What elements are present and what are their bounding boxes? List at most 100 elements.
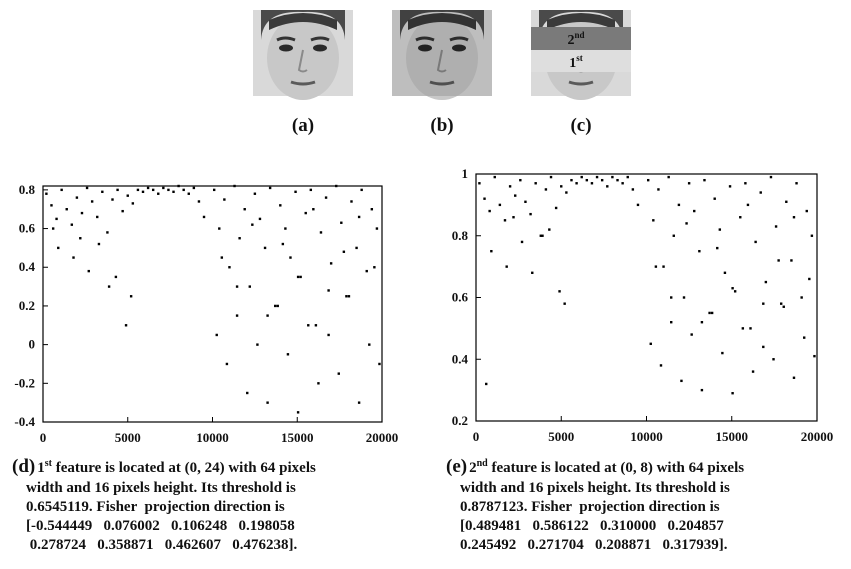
point [238, 237, 241, 240]
point [795, 182, 798, 185]
caption-line: 0.245492 0.271704 0.208871 0.317939]. [460, 537, 728, 553]
point [50, 204, 53, 207]
point [253, 192, 257, 195]
point [266, 314, 269, 317]
point [548, 228, 551, 231]
point [488, 209, 491, 213]
point [531, 271, 534, 274]
point [544, 188, 548, 191]
point [565, 191, 568, 194]
x-tick-label: 0 [473, 429, 480, 444]
caption-line: (e) 2nd feature is located at (0, 8) with… [446, 456, 744, 477]
point [529, 212, 532, 216]
point [731, 392, 734, 395]
point [296, 411, 300, 414]
point [299, 275, 302, 279]
point [246, 391, 249, 395]
point [378, 362, 381, 366]
point [534, 182, 537, 185]
point [800, 296, 803, 299]
point [85, 186, 89, 190]
region-label: 1st [569, 53, 583, 71]
point [365, 269, 368, 273]
point [57, 246, 60, 250]
point [708, 311, 711, 315]
point [72, 256, 75, 259]
y-tick-label: 0.6 [452, 290, 469, 305]
point [304, 211, 307, 215]
point [162, 186, 165, 190]
caption-line: 0.8787123. Fisher projection direction i… [460, 499, 720, 515]
point [360, 188, 363, 192]
point [223, 198, 226, 201]
panel-label: (c) [570, 115, 591, 136]
point [124, 324, 128, 327]
y-tick-label: 0.2 [19, 298, 35, 313]
point [340, 221, 343, 224]
point [121, 209, 124, 213]
point [490, 249, 493, 253]
point [654, 265, 658, 268]
point [324, 196, 328, 199]
point [772, 358, 775, 361]
point [225, 362, 229, 366]
point [749, 327, 752, 330]
point [45, 192, 48, 195]
panel-label: (a) [292, 115, 314, 136]
point [792, 216, 796, 219]
point [723, 271, 727, 274]
x-tick-label: 5000 [548, 429, 574, 444]
point [70, 223, 74, 226]
point [485, 382, 488, 386]
point [713, 197, 716, 200]
point [235, 285, 239, 288]
point [508, 185, 512, 188]
point [197, 200, 201, 203]
caption-sup: nd [477, 458, 489, 469]
point [228, 266, 231, 269]
point [327, 289, 330, 292]
point [101, 190, 104, 194]
point [703, 178, 706, 182]
y-tick-label: 0.8 [452, 228, 469, 243]
point [677, 203, 681, 207]
point [319, 231, 323, 234]
point [296, 275, 300, 279]
point [289, 256, 292, 259]
point [716, 246, 719, 250]
point [251, 223, 254, 226]
point [111, 198, 114, 201]
point [80, 211, 84, 215]
x-tick-label: 0 [40, 430, 47, 445]
point [659, 364, 663, 367]
y-tick-label: 0.6 [19, 221, 36, 236]
point [520, 240, 524, 244]
point [342, 250, 346, 253]
point [560, 185, 563, 188]
point [493, 175, 496, 179]
point [235, 314, 239, 317]
point [739, 216, 742, 219]
point [741, 327, 745, 330]
point [810, 234, 814, 237]
caption-text: 1 [37, 460, 45, 476]
point [690, 333, 693, 336]
region-box [531, 27, 631, 50]
caption-sup: st [45, 458, 53, 469]
point [693, 209, 696, 213]
point [580, 175, 583, 179]
point [317, 382, 320, 385]
point [136, 188, 140, 192]
point [172, 190, 175, 194]
point [698, 249, 701, 253]
point [355, 246, 358, 250]
point [759, 191, 762, 194]
point [718, 228, 722, 231]
point [621, 182, 624, 185]
point [710, 311, 714, 315]
point [167, 188, 170, 192]
point [157, 192, 160, 195]
caption-line: [-0.544449 0.076002 0.106248 0.198058 [26, 518, 295, 534]
point [685, 222, 688, 225]
